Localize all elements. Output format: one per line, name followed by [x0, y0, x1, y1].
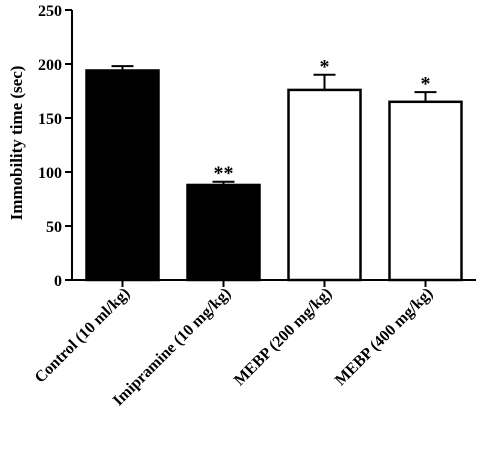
y-tick-label: 150 [38, 111, 62, 128]
x-axis: Control (10 ml/kg)Imipramine (10 mg/kg)M… [32, 279, 476, 410]
x-tick-label: Control (10 ml/kg) [32, 285, 134, 387]
y-tick-label: 200 [38, 57, 62, 74]
x-tick-label: Imipramine (10 mg/kg) [110, 285, 235, 410]
significance-label: ** [214, 163, 234, 185]
y-tick-label: 0 [54, 273, 62, 290]
y-tick-label: 100 [38, 165, 62, 182]
y-tick-label: 250 [38, 3, 62, 20]
bar [287, 88, 362, 282]
bar [186, 183, 261, 282]
y-tick-label: 50 [46, 219, 62, 236]
bar [388, 100, 463, 282]
bar [85, 69, 160, 282]
y-axis: 0 50 100 150 200 250 [38, 3, 73, 290]
x-tick-label: MEBP (400 mg/kg) [332, 285, 436, 389]
x-tick-label: MEBP (200 mg/kg) [231, 285, 335, 389]
significance-label: * [320, 56, 330, 78]
significance-label: * [421, 73, 431, 95]
y-axis-title: Immobility time (sec) [7, 66, 26, 221]
bars: **** [85, 56, 463, 282]
